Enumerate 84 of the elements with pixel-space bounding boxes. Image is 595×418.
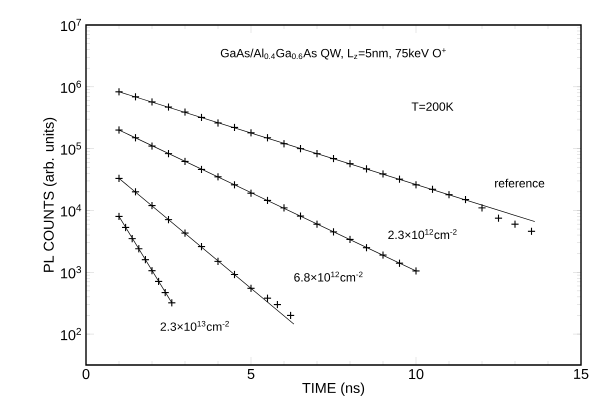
y-axis-title: PL COUNTS (arb. units)	[43, 118, 57, 272]
y-tick-label: 10$^{5}$	[61, 142, 82, 155]
point	[197, 242, 206, 251]
point	[230, 270, 239, 279]
point	[312, 220, 322, 228]
point	[214, 118, 222, 128]
point	[263, 196, 272, 205]
point	[412, 266, 420, 276]
point	[164, 102, 173, 112]
point	[197, 165, 206, 174]
point	[114, 174, 124, 183]
point	[214, 172, 222, 181]
point	[395, 175, 404, 184]
y-tick-label: 10$^{3}$	[61, 266, 82, 278]
point	[286, 311, 295, 320]
point	[131, 92, 140, 101]
point	[444, 190, 454, 199]
point	[312, 149, 322, 158]
point	[121, 223, 130, 232]
point	[180, 228, 190, 238]
annotation: reference	[495, 178, 544, 188]
point	[296, 212, 305, 220]
point	[114, 126, 124, 134]
y-tick-label: 10$^{7}$	[61, 18, 81, 32]
point	[346, 235, 354, 244]
point	[164, 149, 173, 158]
point	[128, 234, 136, 243]
x-tick-label: 15	[574, 369, 588, 380]
point	[148, 142, 156, 150]
point	[131, 188, 140, 196]
point	[161, 288, 170, 297]
point	[395, 259, 404, 268]
point	[168, 298, 176, 307]
point	[148, 98, 156, 106]
point	[378, 250, 388, 260]
point	[141, 256, 150, 264]
point	[378, 170, 388, 178]
point	[246, 189, 256, 198]
y-tick-label: 10$^{2}$	[61, 328, 81, 340]
point	[148, 201, 156, 210]
point	[510, 220, 520, 228]
y-tick-label: 10$^{6}$	[61, 80, 82, 93]
point	[230, 180, 239, 189]
x-tick-label: 5	[248, 369, 254, 380]
point	[329, 228, 338, 236]
point	[280, 140, 288, 148]
point	[197, 113, 206, 122]
y-tick-label: 10$^{4}$	[61, 204, 82, 217]
point	[246, 128, 256, 137]
point	[134, 244, 143, 253]
point	[114, 212, 124, 221]
point	[329, 154, 338, 163]
x-axis-title: TIME (ns)	[302, 382, 364, 396]
annotation: 2.3×10$^{12}$cm$^{-2}$	[388, 229, 457, 240]
point	[527, 227, 536, 236]
point	[131, 134, 140, 142]
annotation: T=200K	[412, 102, 454, 111]
point	[478, 204, 486, 212]
point	[263, 294, 272, 302]
annotation: 6.8×10$^{12}$cm$^{-2}$	[294, 272, 363, 282]
point	[246, 284, 256, 292]
point	[362, 244, 371, 252]
point	[114, 88, 124, 96]
point	[180, 108, 190, 116]
point	[362, 164, 371, 174]
annotation: 2.3×10$^{13}$cm$^{-2}$	[160, 320, 229, 331]
point	[280, 204, 288, 212]
point	[154, 277, 163, 286]
point	[494, 214, 503, 222]
point	[214, 257, 222, 266]
x-tick-label: 0	[82, 369, 90, 380]
point	[428, 185, 437, 194]
point	[180, 157, 190, 166]
point	[273, 300, 282, 309]
annotation: GaAs/Al$_{0.4}$Ga$_{0.6}$As QW, L$_{z}$=5nm, 75keV O$^{+}$	[220, 48, 446, 60]
point	[263, 134, 272, 142]
point	[346, 160, 354, 168]
point	[412, 180, 420, 189]
point	[461, 195, 470, 204]
point	[296, 144, 305, 153]
point	[164, 216, 173, 224]
x-tick-label: 10	[409, 369, 424, 380]
point	[148, 266, 156, 275]
point	[230, 123, 239, 132]
